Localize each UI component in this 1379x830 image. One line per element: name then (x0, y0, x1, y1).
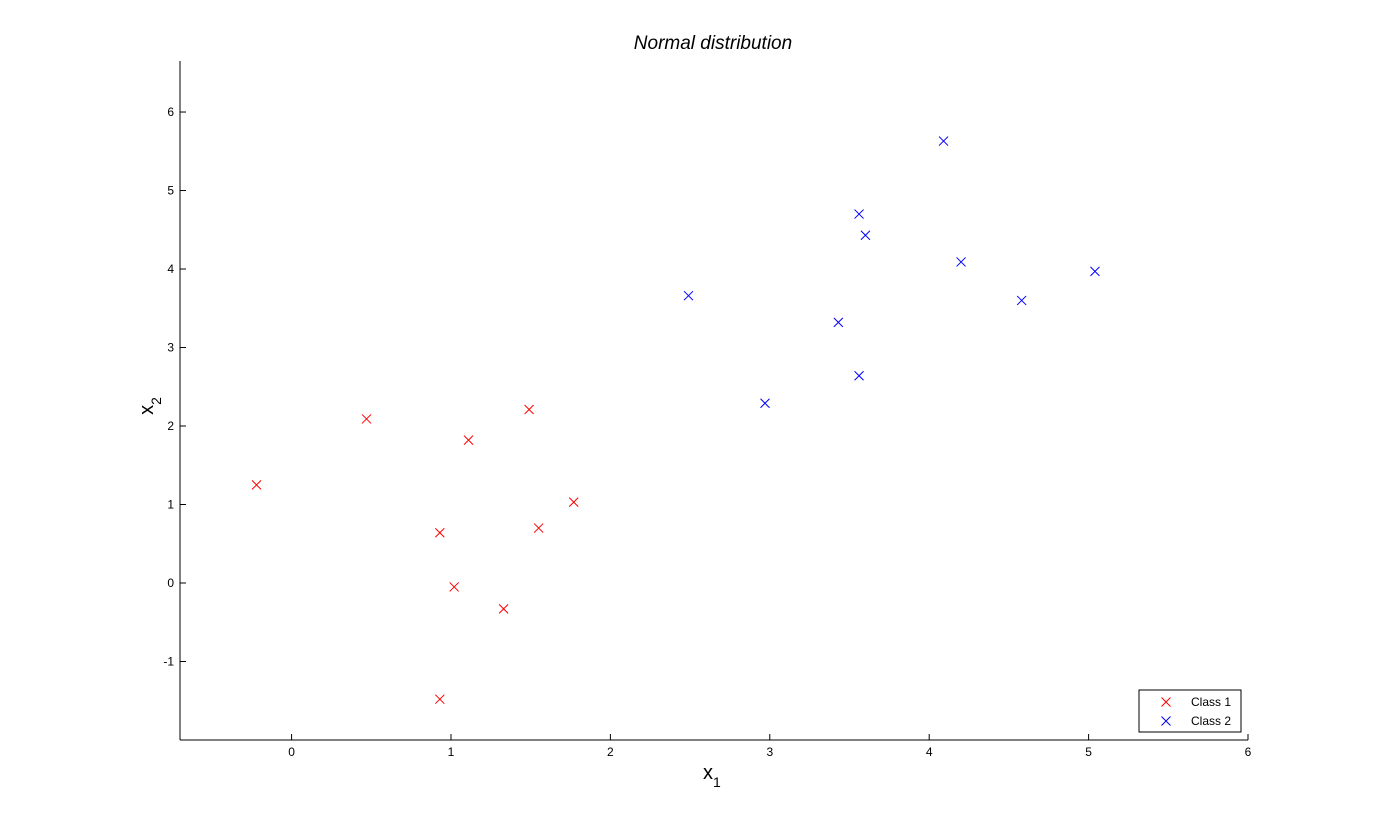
legend: Class 1 Class 2 (1138, 689, 1242, 733)
y-axis-label: x2 (136, 397, 164, 415)
legend-box (1138, 689, 1242, 733)
axes (179, 61, 1248, 741)
x-tick-label: 1 (448, 745, 455, 759)
data-point (1016, 295, 1027, 306)
x-tick-label: 6 (1245, 745, 1252, 759)
data-point (854, 370, 864, 381)
y-tick-label: 4 (167, 262, 174, 276)
y-axis-label-group: x2 (136, 397, 164, 415)
x-tick-label: 2 (607, 745, 614, 759)
data-point (434, 694, 445, 705)
series-class-2 (683, 136, 1100, 409)
legend-label: Class 2 (1191, 714, 1231, 728)
data-point (524, 404, 534, 415)
data-point (463, 435, 474, 445)
legend-items: Class 1 Class 2 (1161, 695, 1231, 728)
y-tick-label: -1 (163, 655, 174, 669)
legend-label: Class 1 (1191, 695, 1231, 709)
data-point (860, 230, 871, 241)
data-point (956, 257, 966, 267)
y-tick-label: 6 (167, 105, 174, 119)
data-point (1090, 266, 1100, 277)
y-tick-label: 2 (167, 419, 174, 433)
x-tick-label: 4 (926, 745, 933, 759)
data-point (434, 527, 445, 538)
y-tick-label: 3 (167, 341, 174, 355)
data-point (251, 480, 262, 490)
legend-marker (1161, 697, 1171, 707)
data-points (251, 136, 1100, 705)
data-point (683, 290, 694, 301)
data-point (760, 398, 770, 409)
data-point (449, 582, 460, 592)
data-point (498, 604, 509, 614)
data-point (833, 317, 844, 328)
data-point (568, 497, 579, 508)
series-class-1 (251, 404, 579, 705)
chart-title: Normal distribution (634, 33, 792, 54)
legend-marker (1161, 716, 1171, 726)
y-ticks: -1 0 1 2 3 4 5 6 (163, 105, 186, 669)
y-tick-label: 1 (167, 498, 174, 512)
y-tick-label: 0 (167, 576, 174, 590)
x-axis-label: x1 (703, 762, 721, 790)
data-point (854, 209, 864, 219)
x-tick-label: 3 (766, 745, 773, 759)
data-point (533, 523, 544, 533)
x-ticks: 0 1 2 3 4 5 6 (288, 734, 1252, 759)
data-point (938, 136, 949, 146)
y-tick-label: 5 (167, 184, 174, 198)
data-point (361, 414, 372, 424)
x-tick-label: 0 (288, 745, 295, 759)
x-tick-label: 5 (1085, 745, 1092, 759)
